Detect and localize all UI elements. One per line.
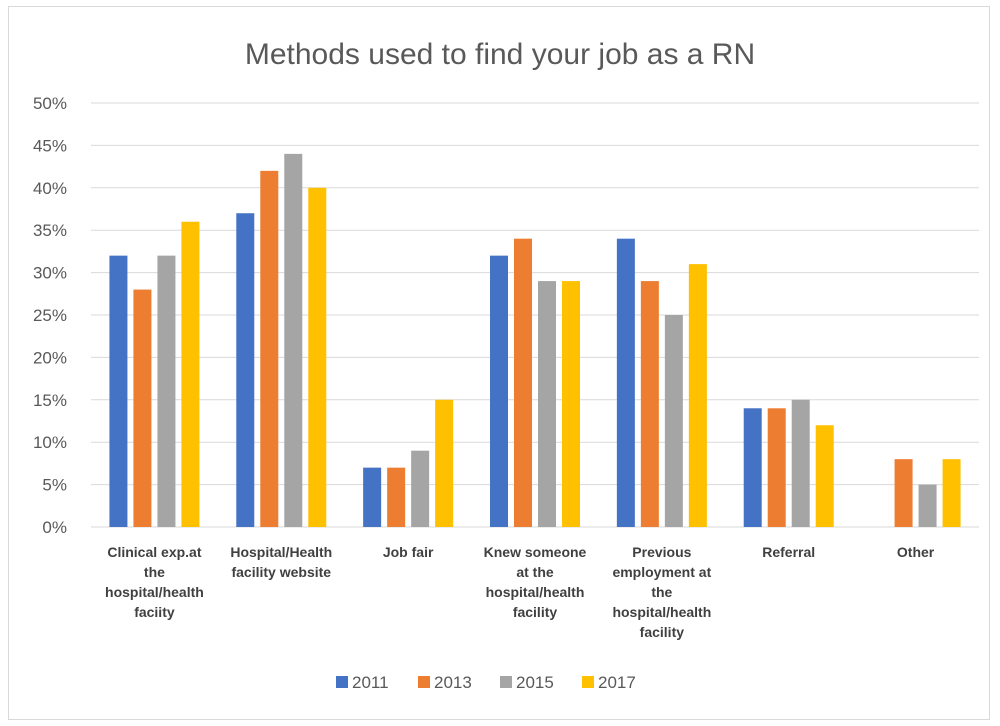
y-tick-label: 25% (33, 306, 67, 325)
x-tick-label: Previous employment at the hospital/health f… (612, 544, 711, 640)
bar-2013 (260, 170, 279, 527)
legend-swatch (336, 676, 348, 688)
legend-label: 2013 (434, 673, 472, 692)
x-tick-label: Referral (762, 544, 815, 560)
chart-title: Methods used to find your job as a RN (245, 38, 755, 71)
x-tick-label: Job fair (383, 544, 434, 560)
y-axis: 0% 5% 10% 15% 20% 25% 30% 35% 40% 45% 50% (33, 94, 67, 537)
y-tick-label: 50% (33, 94, 67, 113)
x-tick-label: Knew someone at the hospital/health facilit… (484, 544, 587, 620)
bar-2017 (435, 399, 454, 527)
legend-label: 2015 (516, 673, 554, 692)
chart-frame: Methods used to find your job as a RN 0%… (8, 6, 990, 720)
bar-2011 (363, 467, 382, 527)
bar-2017 (562, 281, 580, 527)
y-tick-label: 35% (33, 221, 67, 240)
bar-chart: Methods used to find your job as a RN 0%… (33, 38, 979, 692)
y-tick-label: 20% (33, 348, 67, 367)
bar-2015 (157, 255, 176, 527)
legend-swatch (418, 676, 430, 688)
y-tick-label: 0% (42, 518, 67, 537)
x-tick-label: Clinical exp.at the hospital/health faciity (105, 544, 204, 620)
bar-2017 (815, 425, 834, 527)
bar-2011 (109, 255, 128, 527)
bars (109, 153, 961, 528)
y-tick-label: 5% (42, 476, 67, 495)
bar-2017 (688, 264, 707, 527)
bar-2013 (387, 467, 406, 527)
legend-swatch (500, 676, 512, 688)
legend-swatch (582, 676, 594, 688)
bar-2015 (918, 484, 937, 527)
legend: 2011 2013 2015 2017 (336, 673, 636, 692)
x-axis: Clinical exp.at the hospital/health faciity… (105, 544, 935, 640)
bar-2011 (236, 213, 255, 528)
legend-label: 2017 (598, 673, 636, 692)
x-tick-label: Hospital/Health facility website (230, 544, 332, 580)
bar-2013 (133, 289, 152, 527)
bar-2017 (181, 221, 200, 527)
bar-2011 (743, 408, 762, 527)
bar-2013 (767, 408, 786, 527)
x-tick-label: Other (897, 544, 935, 560)
bar-2013 (640, 281, 659, 527)
bar-2017 (942, 459, 961, 527)
legend-label: 2011 (352, 673, 389, 692)
bar-2013 (894, 459, 913, 527)
y-tick-label: 10% (33, 433, 67, 452)
bar-2011 (490, 255, 508, 527)
bar-2017 (308, 187, 327, 528)
bar-2015 (284, 153, 303, 527)
y-tick-label: 45% (33, 136, 67, 155)
y-tick-label: 15% (33, 391, 67, 410)
gridlines (91, 102, 979, 528)
bar-2015 (664, 315, 683, 527)
y-tick-label: 30% (33, 264, 67, 283)
bar-2015 (538, 281, 556, 527)
y-tick-label: 40% (33, 179, 67, 198)
bar-2011 (616, 238, 635, 527)
bar-2015 (791, 399, 810, 527)
bar-2015 (411, 450, 430, 527)
bar-2013 (514, 238, 532, 527)
